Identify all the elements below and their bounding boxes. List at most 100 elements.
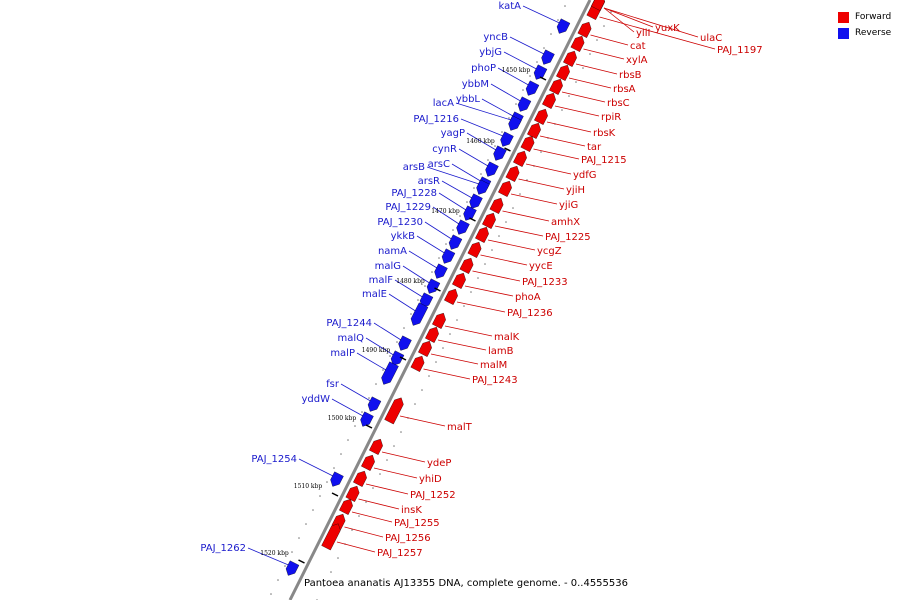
guide-dot [368,397,370,399]
leader-line [503,51,537,70]
guide-dot [508,117,510,119]
forward-gene-arrow [527,122,541,139]
leader-line [358,498,400,510]
guide-dot [494,145,496,147]
gene-label-ycgz: ycgZ [537,246,562,257]
leader-line [444,325,493,337]
gene-label-yuxk: yuxK [655,23,680,34]
guide-dot [347,439,349,441]
guide-dot [379,473,381,475]
reverse-gene-arrow [525,80,540,96]
legend-forward-label: Forward [855,12,892,22]
leader-line [502,210,550,222]
backbone-dots [270,5,612,600]
gene-label-paj-1262: PAJ_1262 [200,543,246,554]
guide-dot [270,593,272,595]
leader-line [456,301,506,313]
forward-gene-arrow [444,288,458,305]
guide-dot [372,487,374,489]
gene-label-paj-1236: PAJ_1236 [507,308,553,319]
guide-dot [382,369,384,371]
forward-gene-arrow [563,50,577,67]
legend-forward: Forward [838,9,891,25]
gene-label-yhid: yhiD [419,474,442,485]
gene-label-phoa: phoA [515,292,541,303]
guide-dot [393,445,395,447]
guide-dot [298,537,300,539]
reverse-gene-arrow [426,278,441,294]
forward-gene-arrow [556,64,570,81]
guide-dot [603,25,605,27]
guide-dot [589,53,591,55]
guide-dot [435,361,437,363]
leader-line [408,250,438,269]
gene-label-rbsb: rbsB [619,70,642,81]
forward-gene-arrow [467,241,482,258]
gene-label-paj-1230: PAJ_1230 [377,217,423,228]
forward-gene-arrow [361,454,375,471]
guide-dot [417,299,419,301]
reverse-gene-arrow [381,361,399,385]
guide-dot [466,201,468,203]
guide-dot [340,453,342,455]
leader-line [351,511,393,523]
guide-dot [312,509,314,511]
leader-line [546,121,592,133]
gene-label-paj-1216: PAJ_1216 [413,114,459,125]
gene-label-paj-1256: PAJ_1256 [385,533,431,544]
leader-line [509,36,545,55]
leader-line [460,118,504,137]
leader-line [603,7,635,33]
leader-line [603,7,654,28]
reverse-gene-arrow [390,350,405,366]
guide-dot [536,61,538,63]
leader-line [394,279,423,298]
gene-label-yyce: yycE [529,261,553,272]
leader-line [525,163,572,175]
leader-line [487,239,536,251]
leader-line [432,206,460,225]
gene-label-laca: lacA [433,98,454,109]
leader-line [356,352,387,371]
guide-dot [512,207,514,209]
leader-line [381,451,426,463]
forward-gene-arrow [577,21,592,38]
gene-label-yjih: yjiH [566,185,585,196]
tick-label: 1490 kbp [362,347,391,354]
position-ticks: 1450 kbp 1460 kbp 1470 kbp 1480 kbp 1490 kbp… [260,67,547,564]
leader-line [599,16,716,50]
gene-label-paj-1215: PAJ_1215 [581,155,627,166]
gene-label-ybbm: ybbM [462,79,489,90]
reverse-gene-arrow [410,302,429,326]
leader-line [451,163,481,182]
gene-label-insk: insK [401,505,422,516]
guide-dot [515,103,517,105]
leader-line [518,178,565,190]
tick-label: 1520 kbp [260,550,289,557]
gene-label-cat: cat [630,41,646,52]
leader-line [247,547,289,566]
guide-dot [575,81,577,83]
forward-gene-arrow [321,523,341,551]
guide-dot [540,151,542,153]
tick-mark [469,217,476,222]
gene-label-rbsc: rbsC [607,98,630,109]
guide-dot [582,67,584,69]
gene-label-xyla: xylA [626,55,648,66]
forward-gene-arrow [505,165,520,182]
leader-line [464,285,514,297]
tick-label: 1470 kbp [431,208,460,215]
guide-dot [351,529,353,531]
gene-label-paj-1229: PAJ_1229 [385,202,431,213]
leader-line [441,180,473,199]
forward-gene-arrow [498,180,512,197]
leader-line [373,467,418,479]
gene-label-malt: malT [447,422,473,433]
guide-dot [491,249,493,251]
guide-dot [568,95,570,97]
gene-label-paj-1244: PAJ_1244 [326,318,372,329]
guide-dot [354,425,356,427]
tick-label: 1510 kbp [294,483,323,490]
leader-line [568,77,612,89]
